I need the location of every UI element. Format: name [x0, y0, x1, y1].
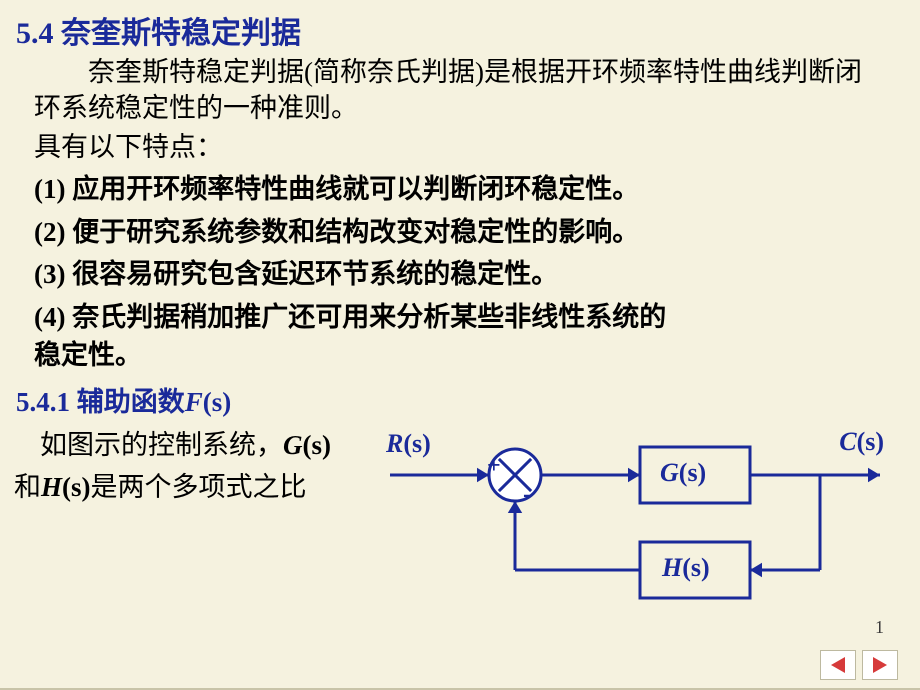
- point-4-line1: (4) 奈氏判据稍加推广还可用来分析某些非线性系统的: [34, 299, 886, 335]
- label-H: H(s): [662, 553, 710, 583]
- body2-s: (s): [62, 472, 91, 502]
- nav-buttons: [820, 650, 898, 680]
- point-4-line2: 稳定性。: [34, 337, 886, 373]
- section-title: 5.4 奈奎斯特稳定判据: [16, 8, 910, 52]
- slide-content: 5.4 奈奎斯特稳定判据 奈奎斯特稳定判据(简称奈氏判据)是根据开环频率特性曲线…: [0, 0, 920, 690]
- point-3: (3) 很容易研究包含延迟环节系统的稳定性。: [34, 256, 886, 292]
- subsection-prefix: 5.4.1 辅助函数: [16, 387, 185, 417]
- sum-minus: -: [523, 479, 532, 509]
- features-label: 具有以下特点：: [34, 129, 886, 165]
- point-1: (1) 应用开环频率特性曲线就可以判断闭环稳定性。: [34, 171, 886, 207]
- prev-button[interactable]: [820, 650, 856, 680]
- body1-s: (s): [303, 430, 332, 460]
- body1-text: 如图示的控制系统，: [40, 430, 283, 460]
- label-C: C(s): [839, 429, 884, 455]
- body1-G: G: [283, 430, 303, 460]
- intro-paragraph: 奈奎斯特稳定判据(简称奈氏判据)是根据开环频率特性曲线判断闭环系统稳定性的一种准…: [34, 54, 886, 127]
- page-number: 1: [875, 617, 884, 638]
- next-button[interactable]: [862, 650, 898, 680]
- subsection-F: F: [185, 387, 203, 417]
- subsection-title: 5.4.1 辅助函数F(s): [16, 380, 910, 419]
- label-G: G(s): [660, 458, 706, 488]
- label-R: R(s): [386, 429, 431, 459]
- point-2: (2) 便于研究系统参数和结构改变对稳定性的影响。: [34, 214, 886, 250]
- body2-H: H: [41, 472, 62, 502]
- body2-and: 和: [14, 472, 41, 502]
- block-diagram: R(s) C(s) G(s) H(s) + -: [380, 425, 890, 615]
- diagram-svg: [380, 425, 890, 615]
- subsection-s: (s): [203, 387, 232, 417]
- next-icon: [869, 655, 891, 675]
- body2-rest: 是两个多项式之比: [91, 472, 307, 502]
- prev-icon: [827, 655, 849, 675]
- sum-plus: +: [487, 453, 501, 480]
